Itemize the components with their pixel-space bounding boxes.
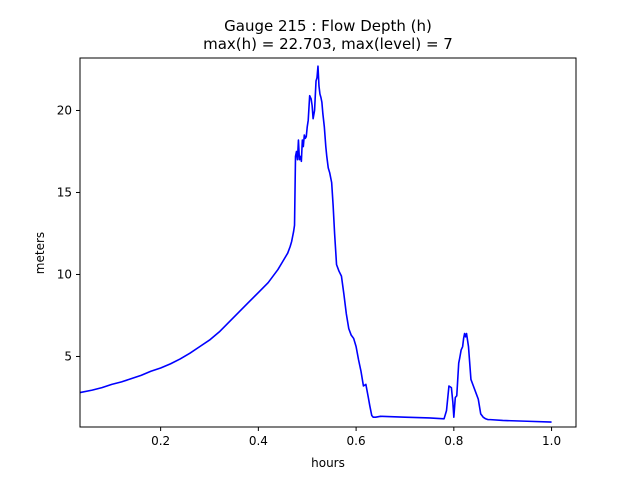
chart-title-line2: max(h) = 22.703, max(level) = 7 [203,35,453,53]
x-axis-ticks: 0.2 0.4 0.6 0.8 1.0 [151,427,561,448]
y-tick-label: 5 [64,349,72,363]
axes-frame [79,57,577,428]
y-tick-label: 20 [57,103,72,117]
x-tick-label: 0.6 [347,434,366,448]
y-axis-ticks: 5 10 15 20 [57,103,80,363]
x-tick-label: 0.4 [249,434,268,448]
y-tick-label: 15 [57,185,72,199]
y-axis-label: meters [33,232,47,274]
y-tick-label: 10 [57,267,72,281]
chart-title-line1: Gauge 215 : Flow Depth (h) [224,17,432,35]
plot-area [79,57,577,428]
x-tick-label: 0.2 [151,434,170,448]
x-tick-label: 0.8 [444,434,463,448]
x-axis-label: hours [311,456,345,470]
flow-depth-line [79,65,552,423]
x-tick-label: 1.0 [542,434,561,448]
